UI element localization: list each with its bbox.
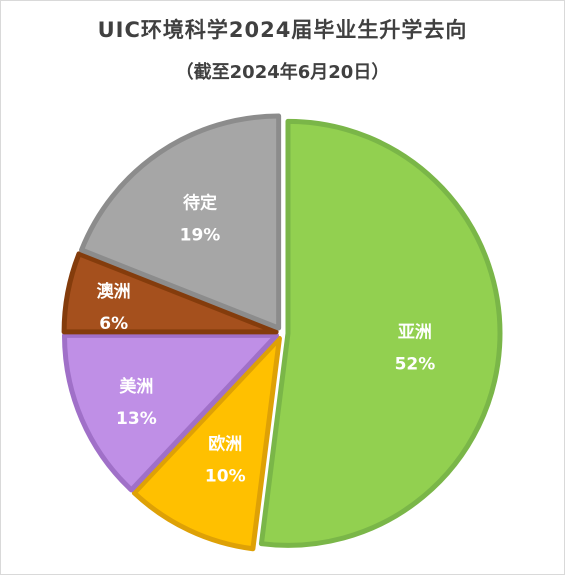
slice-percent-label: 13%	[116, 409, 157, 429]
slice-category-label: 待定	[183, 192, 217, 213]
slice-category-label: 亚洲	[398, 322, 432, 342]
slice-percent-label: 6%	[99, 314, 128, 334]
slice-percent-label: 10%	[205, 467, 246, 487]
chart-subtitle: （截至2024年6月20日）	[175, 62, 390, 83]
slice-europe	[131, 335, 282, 552]
slice-pending	[79, 113, 282, 331]
chart-title: UIC环境科学2024届毕业生升学去向	[97, 18, 468, 42]
slice-category-label: 欧洲	[208, 434, 242, 455]
slice-asia	[258, 118, 503, 548]
slice-percent-label: 19%	[180, 225, 221, 245]
slice-oceania	[61, 251, 279, 335]
slice-americas	[61, 332, 279, 493]
slice-category-label: 美洲	[119, 376, 153, 397]
slice-category-label: 澳洲	[97, 281, 131, 302]
slice-percent-label: 52%	[395, 354, 436, 374]
